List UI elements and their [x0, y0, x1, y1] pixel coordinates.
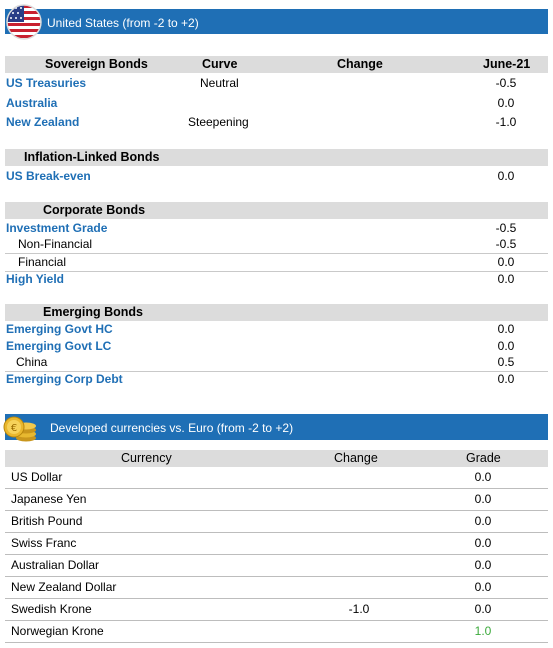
- grade-value: 0.0: [497, 272, 515, 286]
- currencies-section-banner: € Developed currencies vs. Euro (from -2…: [3, 414, 548, 442]
- grade-value: 0.0: [474, 536, 492, 550]
- curve-value: Steepening: [188, 115, 249, 129]
- coins-icon: €: [3, 416, 36, 442]
- currency-name: Norwegian Krone: [11, 624, 104, 638]
- currency-name: US Dollar: [11, 470, 63, 484]
- bond-name: US Treasuries: [6, 76, 87, 90]
- grade-value: 1.0: [474, 624, 492, 638]
- currencies-section-title: Developed currencies vs. Euro (from -2 t…: [50, 421, 294, 435]
- table-row: Emerging Corp Debt 0.0: [5, 372, 548, 388]
- currency-name: Swiss Franc: [11, 536, 77, 550]
- date-column-header: June-21: [483, 57, 531, 71]
- bond-name: Investment Grade: [6, 221, 108, 235]
- currency-header: Currency Change Grade: [5, 450, 548, 467]
- table-row: China 0.5: [5, 355, 548, 372]
- bond-name: Emerging Govt HC: [6, 322, 113, 336]
- svg-text:€: €: [11, 423, 17, 434]
- curve-value: Neutral: [200, 76, 239, 90]
- grade-value: 0.5: [497, 355, 515, 369]
- currency-row: US Dollar 0.0: [5, 467, 548, 489]
- change-column-header: Change: [334, 451, 378, 465]
- table-row: Emerging Govt HC 0.0: [5, 322, 548, 338]
- emerging-header-label: Emerging Bonds: [43, 305, 144, 319]
- currency-row: New Zealand Dollar 0.0: [5, 577, 548, 599]
- grade-value: 0.0: [474, 514, 492, 528]
- table-row: New Zealand Steepening -1.0: [5, 115, 548, 131]
- bond-name: Australia: [6, 96, 58, 110]
- grade-value: -0.5: [495, 237, 517, 251]
- currency-name: Australian Dollar: [11, 558, 100, 572]
- grade-value: 0.0: [497, 372, 515, 386]
- table-row: Financial 0.0: [5, 255, 548, 272]
- change-column-header: Change: [337, 57, 383, 71]
- currency-name: Swedish Krone: [11, 602, 92, 616]
- emerging-header: Emerging Bonds: [5, 304, 548, 321]
- table-row: US Treasuries Neutral -0.5: [5, 76, 548, 92]
- grade-value: 0.0: [497, 322, 515, 336]
- table-row: Non-Financial -0.5: [5, 237, 548, 254]
- currency-row: Norwegian Krone 1.0: [5, 621, 548, 643]
- table-row: High Yield 0.0: [5, 272, 548, 288]
- bond-name: High Yield: [6, 272, 65, 286]
- currency-row: Swedish Krone -1.0 0.0: [5, 599, 548, 621]
- inflation-header: Inflation-Linked Bonds: [5, 149, 548, 166]
- grade-value: 0.0: [497, 255, 515, 269]
- table-row: Emerging Govt LC 0.0: [5, 339, 548, 355]
- currency-row: Swiss Franc 0.0: [5, 533, 548, 555]
- sovereign-column-header: Sovereign Bonds: [45, 57, 148, 71]
- currency-row: Japanese Yen 0.0: [5, 489, 548, 511]
- currency-name: Japanese Yen: [11, 492, 87, 506]
- grade-value: -0.5: [495, 221, 517, 235]
- change-value: -1.0: [348, 602, 370, 616]
- grade-value: 0.0: [474, 580, 492, 594]
- corporate-header-label: Corporate Bonds: [43, 203, 146, 217]
- grade-value: 0.0: [497, 96, 515, 110]
- us-section-banner: United States (from -2 to +2): [5, 4, 548, 40]
- sovereign-header: Sovereign Bonds Curve Change June-21: [5, 56, 548, 73]
- grade-value: 0.0: [474, 602, 492, 616]
- bond-name: Financial: [18, 255, 67, 269]
- grade-column-header: Grade: [466, 451, 501, 465]
- us-flag-icon: [6, 4, 42, 40]
- grade-value: 0.0: [497, 169, 515, 183]
- currency-row: British Pound 0.0: [5, 511, 548, 533]
- currency-column-header: Currency: [121, 451, 172, 465]
- grade-value: -1.0: [495, 115, 517, 129]
- table-row: US Break-even 0.0: [5, 169, 548, 185]
- curve-column-header: Curve: [202, 57, 238, 71]
- grade-value: 0.0: [474, 558, 492, 572]
- table-row: Investment Grade -0.5: [5, 221, 548, 237]
- grade-value: 0.0: [474, 470, 492, 484]
- bond-name: New Zealand: [6, 115, 80, 129]
- inflation-header-label: Inflation-Linked Bonds: [24, 150, 160, 164]
- bond-name: China: [16, 355, 48, 369]
- us-section-title: United States (from -2 to +2): [47, 16, 199, 30]
- currency-name: New Zealand Dollar: [11, 580, 117, 594]
- corporate-header: Corporate Bonds: [5, 202, 548, 219]
- bond-name: US Break-even: [6, 169, 91, 183]
- grade-value: 0.0: [497, 339, 515, 353]
- bond-name: Emerging Govt LC: [6, 339, 112, 353]
- bond-name: Emerging Corp Debt: [6, 372, 123, 386]
- currency-name: British Pound: [11, 514, 83, 528]
- bond-name: Non-Financial: [18, 237, 93, 251]
- table-row: Australia 0.0: [5, 96, 548, 112]
- grade-value: -0.5: [495, 76, 517, 90]
- currency-row: Australian Dollar 0.0: [5, 555, 548, 577]
- grade-value: 0.0: [474, 492, 492, 506]
